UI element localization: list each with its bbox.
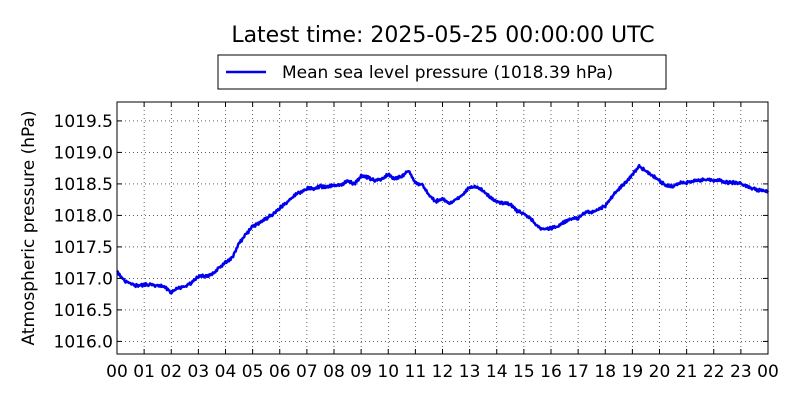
ticks [116, 102, 769, 354]
x-tick-label: 14 [486, 362, 508, 382]
x-tick-label: 04 [215, 362, 237, 382]
y-tick-label: 1019.5 [54, 112, 113, 132]
plot-frame [116, 101, 769, 355]
y-tick-label: 1017.0 [54, 269, 113, 289]
x-tick-label: 15 [513, 362, 535, 382]
y-tick-label: 1018.5 [54, 175, 113, 195]
x-tick-label: 10 [377, 362, 399, 382]
x-tick-label: 05 [242, 362, 264, 382]
x-tick-labels: 00 01 02 03 04 05 06 07 08 09 10 11 12 13 14 15 16 17 18 19… [106, 362, 779, 382]
x-tick-label: 23 [730, 362, 752, 382]
x-tick-label: 18 [594, 362, 616, 382]
y-tick-labels: 1016.0 1016.5 1017.0 1017.5 1018.0 1018.5 1019… [54, 112, 113, 352]
chart-title: Latest time: 2025-05-25 00:00:00 UTC [231, 23, 654, 48]
y-tick-label: 1016.5 [54, 301, 113, 321]
x-tick-label: 20 [649, 362, 671, 382]
x-tick-label: 21 [676, 362, 698, 382]
x-tick-label: 01 [133, 362, 155, 382]
y-tick-label: 1019.0 [54, 143, 113, 163]
x-tick-label: 17 [567, 362, 589, 382]
x-tick-label: 08 [323, 362, 345, 382]
y-axis-label: Atmospheric pressure (hPa) [19, 110, 39, 345]
x-tick-label: 00 [106, 362, 128, 382]
x-tick-label: 12 [432, 362, 454, 382]
x-tick-label: 06 [269, 362, 291, 382]
legend: Mean sea level pressure (1018.39 hPa) [217, 54, 667, 90]
pressure-series-line [116, 163, 770, 295]
y-tick-label: 1018.0 [54, 206, 113, 226]
x-tick-label: 19 [622, 362, 644, 382]
legend-label: Mean sea level pressure (1018.39 hPa) [282, 63, 613, 83]
y-tick-label: 1017.5 [54, 238, 113, 258]
x-tick-label: 22 [703, 362, 725, 382]
x-tick-label: 11 [405, 362, 427, 382]
x-tick-label: 09 [350, 362, 372, 382]
x-tick-label: 13 [459, 362, 481, 382]
x-tick-label: 07 [296, 362, 318, 382]
x-tick-label: 03 [188, 362, 210, 382]
x-tick-label: 02 [160, 362, 182, 382]
legend-box [217, 54, 667, 90]
x-tick-label: 16 [540, 362, 562, 382]
x-tick-label: 00 [757, 362, 779, 382]
y-tick-label: 1016.0 [54, 332, 113, 352]
series-group [116, 163, 770, 295]
grid [117, 102, 768, 354]
